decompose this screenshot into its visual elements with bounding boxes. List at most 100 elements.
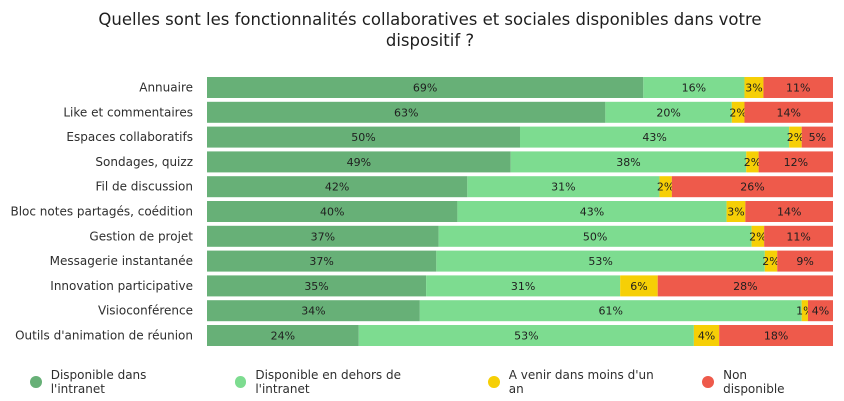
bar-segment-sondages-quizz-s0 [207,151,511,173]
bar-segment-innovation-participative-s3 [657,275,833,297]
bar-segment-fil-de-discussion-s0 [207,176,468,198]
data-label-annuaire-s3: 11% [786,82,810,95]
bar-segment-espaces-collaboratifs-s3 [801,126,833,148]
bar-segment-gestion-de-projet-s0 [207,225,439,247]
legend-label: Non disponible [723,368,785,396]
data-label-fil-de-discussion-s2: 2% [657,181,674,194]
bar-segment-sondages-quizz-s2 [746,151,759,173]
legend: Disponible dans l'intranet Disponible en … [30,368,844,396]
legend-dot-icon [488,376,500,388]
category-label-visioconference: Visioconférence [98,304,193,318]
data-label-like-et-commentaires-s0: 63% [394,106,418,119]
bar-segment-fil-de-discussion-s2 [659,176,672,198]
bar-segment-like-et-commentaires-s0 [207,101,606,123]
data-label-sondages-quizz-s0: 49% [347,156,371,169]
data-label-visioconference-s3: 4% [812,305,829,318]
data-label-espaces-collaboratifs-s3: 5% [809,131,826,144]
data-label-messagerie-instantanee-s3: 9% [796,255,813,268]
legend-item-s0: Disponible dans l'intranet [30,368,201,396]
data-label-outils-d-animation-de-reunion-s1: 53% [514,330,538,343]
bar-segment-visioconference-s0 [207,300,420,322]
data-label-visioconference-s1: 61% [599,305,623,318]
data-label-innovation-participative-s2: 6% [630,280,647,293]
bar-segment-outils-d-animation-de-reunion-s0 [207,325,359,346]
bar-segment-annuaire-s3 [763,77,833,98]
legend-dot-icon [30,376,42,388]
category-label-fil-de-discussion: Fil de discussion [95,180,193,194]
bar-segment-annuaire-s2 [744,77,764,98]
bar-segment-gestion-de-projet-s3 [764,225,833,247]
data-label-espaces-collaboratifs-s1: 43% [642,131,666,144]
data-label-annuaire-s1: 16% [682,82,706,95]
data-label-bloc-notes-partages-coedition-s1: 43% [580,206,604,219]
bar-segment-like-et-commentaires-s3 [744,101,833,123]
bar-segment-bloc-notes-partages-coedition-s1 [457,201,727,222]
bar-segment-sondages-quizz-s3 [758,151,833,173]
data-label-innovation-participative-s0: 35% [304,280,328,293]
bar-segment-gestion-de-projet-s2 [751,225,765,247]
bar-segment-visioconference-s1 [419,300,802,322]
chart-title: Quelles sont les fonctionnalités collabo… [98,10,762,50]
category-label-like-et-commentaires: Like et commentaires [63,105,193,119]
data-label-like-et-commentaires-s1: 20% [656,106,680,119]
bar-segment-espaces-collaboratifs-s0 [207,126,520,148]
bar-segment-innovation-participative-s0 [207,275,427,297]
legend-dot-icon [234,376,247,388]
legend-item-s3: Non disponible [702,368,810,396]
data-label-messagerie-instantanee-s2: 2% [762,255,779,268]
legend-label: Disponible dans l'intranet [50,368,147,396]
data-label-gestion-de-projet-s2: 2% [749,230,766,243]
bar-segment-outils-d-animation-de-reunion-s2 [693,325,720,346]
legend-item-s1: Disponible en dehors de l'intranet [234,368,454,396]
data-label-messagerie-instantanee-s0: 37% [309,255,333,268]
data-label-outils-d-animation-de-reunion-s3: 18% [764,330,788,343]
bar-segment-bloc-notes-partages-coedition-s0 [207,201,458,222]
data-label-sondages-quizz-s1: 38% [616,156,640,169]
data-label-espaces-collaboratifs-s2: 2% [787,131,804,144]
bar-segment-annuaire-s0 [207,77,644,98]
bar-segment-bloc-notes-partages-coedition-s3 [745,201,833,222]
data-label-bloc-notes-partages-coedition-s0: 40% [320,206,344,219]
category-label-bloc-notes-partages-coedition: Bloc notes partagés, coédition [10,205,193,219]
category-label-annuaire: Annuaire [139,81,193,95]
data-label-sondages-quizz-s2: 2% [744,156,761,169]
stacked-bar-chart: Annuaire 69% 16% 3% 11% Like et commentaires 6… [10,77,833,346]
legend-label: Disponible en dehors de l'intranet [255,368,401,396]
data-label-annuaire-s2: 3% [745,82,762,95]
data-label-bloc-notes-partages-coedition-s3: 14% [777,206,801,219]
category-label-sondages-quizz: Sondages, quizz [95,155,193,169]
data-label-gestion-de-projet-s1: 50% [583,230,607,243]
data-label-innovation-participative-s3: 28% [733,280,757,293]
bar-segment-innovation-participative-s2 [620,275,658,297]
bar-segment-like-et-commentaires-s1 [605,101,732,123]
data-label-like-et-commentaires-s3: 14% [777,106,801,119]
bar-segment-messagerie-instantanee-s2 [764,250,778,272]
data-label-outils-d-animation-de-reunion-s0: 24% [271,330,295,343]
bar-segment-visioconference-s3 [807,300,833,322]
data-label-espaces-collaboratifs-s0: 50% [351,131,375,144]
category-label-innovation-participative: Innovation participative [50,279,193,293]
data-label-fil-de-discussion-s3: 26% [740,181,764,194]
bar-segment-gestion-de-projet-s1 [438,225,752,247]
bar-segment-messagerie-instantanee-s0 [207,250,437,272]
bar-segment-sondages-quizz-s1 [510,151,747,173]
bar-segment-like-et-commentaires-s2 [731,101,745,123]
category-label-messagerie-instantanee: Messagerie instantanée [50,254,193,268]
data-label-bloc-notes-partages-coedition-s2: 3% [727,206,744,219]
bar-segment-visioconference-s2 [801,300,808,322]
category-label-espaces-collaboratifs: Espaces collaboratifs [66,130,193,144]
data-label-sondages-quizz-s3: 12% [784,156,808,169]
bar-segment-outils-d-animation-de-reunion-s1 [358,325,694,346]
bar-segment-messagerie-instantanee-s1 [436,250,765,272]
legend-label: A venir dans moins d'un an [508,368,654,396]
data-label-messagerie-instantanee-s1: 53% [588,255,612,268]
bar-segment-fil-de-discussion-s1 [467,176,660,198]
data-label-like-et-commentaires-s2: 2% [729,106,746,119]
data-label-fil-de-discussion-s1: 31% [551,181,575,194]
data-label-innovation-participative-s1: 31% [511,280,535,293]
bar-segment-messagerie-instantanee-s3 [777,250,833,272]
legend-dot-icon [702,376,715,388]
data-label-visioconference-s0: 34% [301,305,325,318]
category-label-gestion-de-projet: Gestion de projet [89,229,193,243]
bar-segment-annuaire-s1 [643,77,745,98]
